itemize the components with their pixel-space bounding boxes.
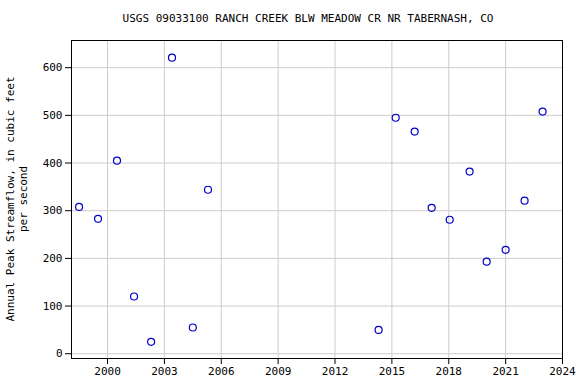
svg-text:Annual Peak Streamflow, in cub: Annual Peak Streamflow, in cubic feetper… [4,76,30,321]
svg-text:100: 100 [43,300,63,313]
svg-text:2009: 2009 [265,365,292,378]
svg-text:300: 300 [43,204,63,217]
svg-text:200: 200 [43,252,63,265]
svg-text:400: 400 [43,157,63,170]
svg-text:2006: 2006 [208,365,235,378]
svg-text:2000: 2000 [94,365,121,378]
svg-text:2012: 2012 [322,365,349,378]
svg-text:2003: 2003 [151,365,178,378]
svg-text:2018: 2018 [436,365,463,378]
svg-text:2015: 2015 [379,365,406,378]
svg-text:USGS 09033100 RANCH CREEK BLW: USGS 09033100 RANCH CREEK BLW MEADOW CR … [123,12,494,25]
svg-text:0: 0 [56,347,63,360]
svg-text:2021: 2021 [492,365,519,378]
svg-text:2024: 2024 [549,365,576,378]
svg-text:600: 600 [43,61,63,74]
svg-text:500: 500 [43,109,63,122]
